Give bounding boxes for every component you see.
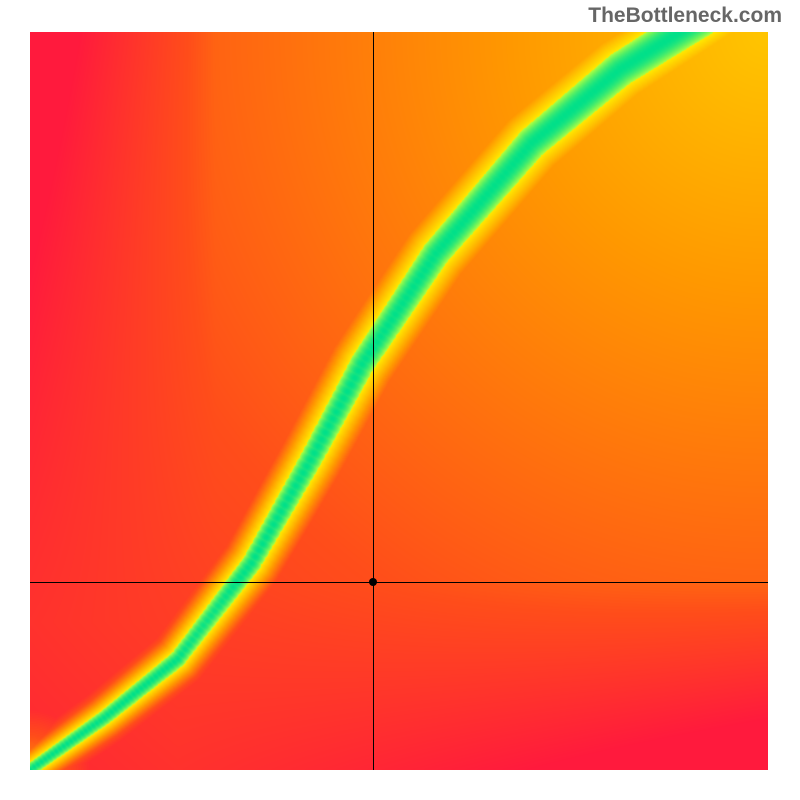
plot-area [30,32,768,770]
crosshair-vertical [373,32,374,770]
heatmap-canvas [30,32,768,770]
watermark-text: TheBottleneck.com [588,4,782,28]
chart-container: TheBottleneck.com [0,0,800,800]
marker-dot [369,578,377,586]
crosshair-horizontal [30,582,768,583]
